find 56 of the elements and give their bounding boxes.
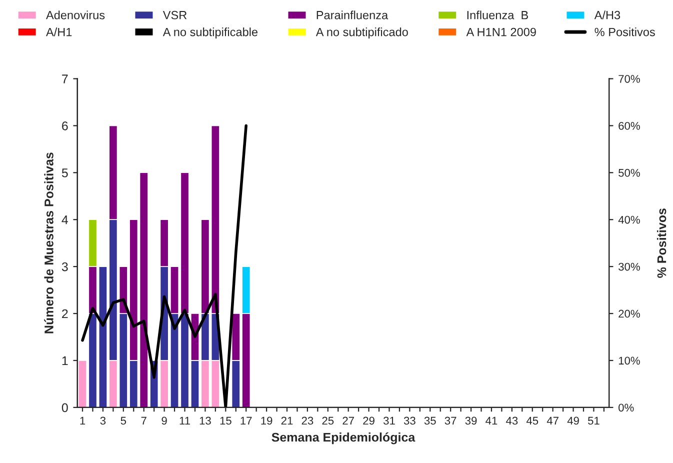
x-tick-label: 45 bbox=[526, 416, 538, 425]
x-tick-label: 41 bbox=[486, 416, 498, 425]
legend-label: A no subtipificable bbox=[162, 28, 258, 39]
x-tick-label: 17 bbox=[240, 416, 252, 425]
x-tick-label: 15 bbox=[220, 416, 232, 425]
y-tick-label: 2 bbox=[62, 309, 68, 318]
x-axis-title: Semana Epidemiológica bbox=[272, 432, 416, 444]
legend-label: A/H1 bbox=[46, 28, 72, 36]
x-tick-label: 25 bbox=[322, 416, 334, 425]
x-tick-label: 27 bbox=[342, 416, 354, 425]
line-series bbox=[81, 124, 248, 408]
x-tick-label: 7 bbox=[141, 416, 146, 425]
x-tick-label: 9 bbox=[162, 416, 167, 425]
y2-tick-label: 30% bbox=[618, 262, 640, 271]
x-tick-label: 47 bbox=[546, 416, 558, 425]
y2-tick-label: 20% bbox=[618, 310, 640, 318]
y-tick-label: 5 bbox=[62, 168, 68, 178]
legend-label: A H1N1 2009 bbox=[466, 28, 536, 36]
y2-tick-label: 10% bbox=[618, 356, 640, 365]
legend-label: A no subtipificado bbox=[316, 28, 408, 39]
x-tick-label: 11 bbox=[180, 416, 190, 425]
x-tick-label: 23 bbox=[302, 416, 314, 425]
y2-tick-label: 0% bbox=[618, 404, 634, 412]
y2-tick-label: 40% bbox=[618, 216, 640, 224]
x-tick-label: 51 bbox=[588, 416, 600, 425]
x-tick-label: 19 bbox=[261, 416, 272, 425]
legend-label: % Positivos bbox=[594, 28, 655, 36]
x-tick-label: 49 bbox=[567, 416, 579, 425]
legend-label: Parainfluenza bbox=[316, 10, 388, 20]
x-tick-label: 29 bbox=[363, 416, 374, 425]
x-tick-label: 13 bbox=[200, 416, 211, 425]
x-tick-label: 33 bbox=[404, 416, 416, 425]
y-tick-label: 1 bbox=[62, 356, 68, 366]
x-tick-label: 39 bbox=[465, 416, 477, 425]
legend-label: Influenza B bbox=[467, 10, 528, 20]
y2-tick-label: 60% bbox=[618, 122, 640, 130]
x-tick-label: 5 bbox=[120, 416, 126, 425]
y-tick-label: 7 bbox=[62, 74, 68, 84]
x-tick-label: 35 bbox=[424, 416, 436, 425]
legend-label: A/H3 bbox=[594, 10, 620, 20]
legend-label: VSR bbox=[162, 10, 187, 20]
x-tick-label: 31 bbox=[383, 416, 395, 425]
y2-tick-label: 50% bbox=[618, 168, 640, 177]
x-tick-label: 43 bbox=[506, 416, 518, 425]
x-tick-label: 1 bbox=[80, 416, 86, 425]
y2-tick-label: 70% bbox=[618, 74, 640, 83]
y-tick-label: 3 bbox=[62, 262, 68, 272]
y-tick-label: 0 bbox=[62, 403, 68, 412]
x-tick-label: 3 bbox=[100, 416, 106, 425]
y-tick-label: 4 bbox=[62, 216, 68, 224]
y2-axis-title: % Positivos bbox=[656, 208, 666, 278]
y-axis-title: Número de Muestras Positivas bbox=[44, 152, 54, 334]
x-tick-label: 21 bbox=[281, 416, 293, 425]
y-tick-label: 6 bbox=[62, 121, 68, 130]
x-tick-label: 37 bbox=[444, 416, 456, 425]
legend-label: Adenovirus bbox=[46, 10, 105, 20]
